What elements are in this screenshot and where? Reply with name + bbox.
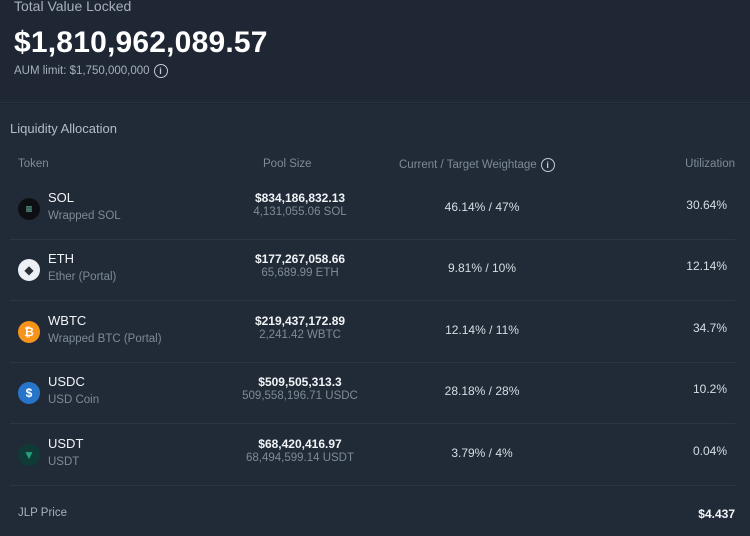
- weightage: 12.14% / 11%: [445, 323, 519, 337]
- token-name: Wrapped SOL: [48, 210, 121, 222]
- pool-size-usd: $834,186,832.13: [254, 191, 346, 205]
- utilization: 34.7%: [692, 321, 727, 335]
- jlp-price-label: JLP Price: [18, 507, 68, 519]
- header-token: Token: [18, 158, 49, 170]
- jlp-price-value: $4.437: [698, 507, 735, 521]
- token-name: USDT: [48, 456, 80, 468]
- pool-size-amount: 65,689.99 ETH: [261, 267, 339, 279]
- token-name: Ether (Portal): [48, 271, 117, 283]
- liquidity-allocation-title: Liquidity Allocation: [10, 121, 117, 136]
- liquidity-allocation-panel: Liquidity Allocation Token Pool Size Cur…: [0, 104, 750, 536]
- sol-icon: ≡: [18, 198, 40, 220]
- tvl-value: $1,810,962,089.57: [14, 26, 268, 59]
- table-row[interactable]: $ USDC USD Coin $509,505,313.3 509,558,1…: [10, 362, 735, 424]
- token-symbol: ETH: [48, 251, 74, 266]
- token-symbol: SOL: [48, 190, 75, 205]
- usdc-icon: $: [18, 382, 40, 404]
- info-icon[interactable]: i: [153, 64, 168, 78]
- tvl-label: Total Value Locked: [14, 0, 132, 14]
- pool-size-amount: 68,494,599.14 USDT: [245, 452, 355, 464]
- pool-size-usd: $219,437,172.89: [254, 314, 346, 328]
- header-utilization: Utilization: [685, 158, 735, 170]
- pool-size-usd: $177,267,058.66: [254, 252, 346, 266]
- token-name: Wrapped BTC (Portal): [48, 333, 162, 345]
- header-weightage: Current / Target Weightage i: [399, 158, 555, 172]
- pool-size-usd: $68,420,416.97: [258, 437, 342, 451]
- pool-size-amount: 4,131,055.06 SOL: [253, 206, 347, 218]
- utilization: 10.2%: [692, 382, 727, 396]
- token-symbol: USDC: [48, 374, 85, 389]
- aum-limit-text: AUM limit: $1,750,000,000: [14, 65, 150, 77]
- btc-icon: ₿: [18, 321, 40, 343]
- weightage: 46.14% / 47%: [444, 200, 520, 214]
- tvl-panel: Total Value Locked $1,810,962,089.57 AUM…: [0, 0, 750, 103]
- utilization: 12.14%: [686, 259, 727, 273]
- eth-icon: ◆: [18, 259, 40, 281]
- utilization: 0.04%: [692, 444, 727, 458]
- table-row[interactable]: ▼ USDT USDT $68,420,416.97 68,494,599.14…: [10, 424, 735, 486]
- pool-size-amount: 2,241.42 WBTC: [259, 329, 341, 341]
- pool-size-usd: $509,505,313.3: [258, 375, 342, 389]
- token-symbol: USDT: [48, 436, 84, 451]
- weightage: 3.79% / 4%: [451, 446, 513, 460]
- weightage: 28.18% / 28%: [444, 384, 520, 398]
- pool-size-amount: 509,558,196.71 USDC: [242, 390, 358, 402]
- header-weightage-label: Current / Target Weightage: [399, 159, 537, 171]
- token-symbol: WBTC: [48, 313, 87, 328]
- weightage: 9.81% / 10%: [447, 261, 517, 275]
- table-row[interactable]: ◆ ETH Ether (Portal) $177,267,058.66 65,…: [10, 239, 735, 301]
- token-name: USD Coin: [48, 394, 100, 406]
- aum-limit: AUM limit: $1,750,000,000 i: [14, 64, 168, 78]
- info-icon[interactable]: i: [540, 158, 555, 172]
- table-row[interactable]: ₿ WBTC Wrapped BTC (Portal) $219,437,172…: [10, 301, 735, 363]
- utilization: 30.64%: [686, 198, 727, 212]
- header-pool-size: Pool Size: [263, 158, 312, 170]
- usdt-icon: ▼: [18, 444, 40, 466]
- table-row[interactable]: ≡ SOL Wrapped SOL $834,186,832.13 4,131,…: [10, 178, 735, 240]
